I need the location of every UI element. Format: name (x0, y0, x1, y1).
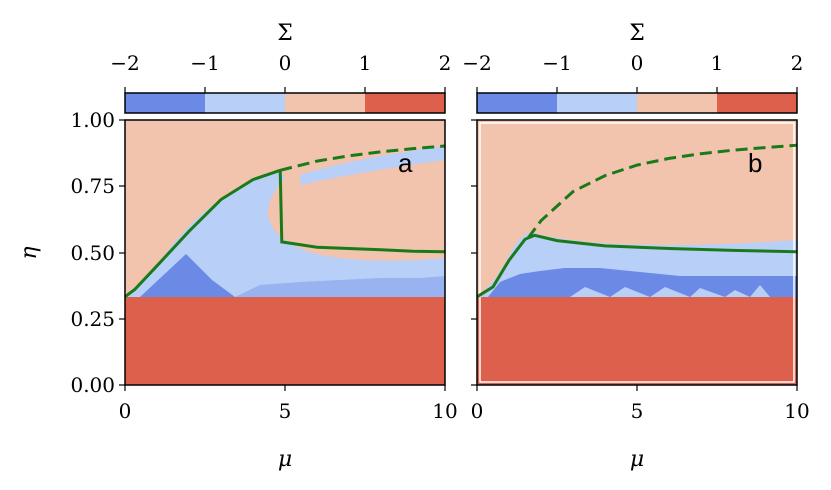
x-tick-a: 10 (432, 399, 457, 423)
x-tick-b: 5 (631, 399, 644, 423)
y-tick-a: 0.00 (70, 373, 115, 397)
region-b-negative (477, 297, 797, 385)
region-a-fringe (235, 276, 445, 297)
region-a-negative (125, 297, 445, 385)
x-axis-b: 0 5 10 μ (471, 385, 810, 472)
boundary-line-b-solid (476, 233, 798, 299)
panel-label-a: a (398, 148, 413, 178)
y-tick-a: 0.50 (70, 241, 115, 265)
colorbar-b-tick: −2 (462, 51, 491, 75)
colorbar-a-band-3 (285, 93, 365, 113)
boundary-line-a-solid-1 (124, 168, 281, 298)
colorbar-b-band-1 (477, 93, 557, 113)
boundary-line-b-dashed (526, 143, 798, 239)
y-axis-label-a: η (17, 246, 42, 259)
colorbar-a-band-4 (365, 93, 445, 113)
colorbar-a-tick: 2 (439, 51, 452, 75)
panel-b: −2 −1 0 1 2 Σ b (462, 21, 809, 472)
region-a-light-blue (125, 172, 445, 297)
y-tick-a: 0.25 (70, 307, 115, 331)
colorbar-a-label: Σ (277, 21, 293, 46)
panel-a: −2 −1 0 1 2 Σ a (17, 21, 458, 472)
y-tick-a: 0.75 (70, 174, 115, 198)
panel-label-b: b (748, 148, 762, 178)
region-b-dark-blue (488, 268, 797, 297)
colorbar-b: −2 −1 0 1 2 Σ (462, 21, 804, 114)
colorbar-a-tick: 1 (359, 51, 372, 75)
y-axis-b (471, 119, 477, 386)
colorbar-b-tick: 2 (791, 51, 804, 75)
colorbar-b-band-3 (637, 93, 717, 113)
colorbar-a-band-2 (205, 93, 285, 113)
colorbar-b-band-4 (717, 93, 797, 113)
y-tick-a: 1.00 (70, 108, 115, 132)
region-a-dark-blue (140, 254, 235, 297)
plot-b: b (476, 119, 798, 386)
x-tick-b: 0 (471, 399, 484, 423)
colorbar-b-label: Σ (629, 21, 645, 46)
x-axis-a: 0 5 10 μ (119, 385, 458, 472)
colorbar-a-tick: −1 (190, 51, 219, 75)
x-tick-a: 0 (119, 399, 132, 423)
colorbar-b-tick: 0 (631, 51, 644, 75)
y-axis-a: 0.00 0.25 0.50 0.75 1.00 η (17, 108, 125, 397)
colorbar-b-tick: 1 (711, 51, 724, 75)
colorbar-a: −2 −1 0 1 2 Σ (110, 21, 452, 114)
boundary-line-a-solid-2 (278, 170, 446, 254)
x-axis-label-b: μ (630, 447, 644, 472)
colorbar-b-tick: −1 (542, 51, 571, 75)
colorbar-a-band-1 (125, 93, 205, 113)
plot-a: a (124, 119, 446, 386)
x-axis-label-a: μ (278, 447, 292, 472)
colorbar-b-band-2 (557, 93, 637, 113)
x-tick-b: 10 (784, 399, 809, 423)
colorbar-a-tick: −2 (110, 51, 139, 75)
colorbar-a-tick: 0 (279, 51, 292, 75)
x-tick-a: 5 (279, 399, 292, 423)
region-a-light-blue-upper (300, 146, 445, 185)
